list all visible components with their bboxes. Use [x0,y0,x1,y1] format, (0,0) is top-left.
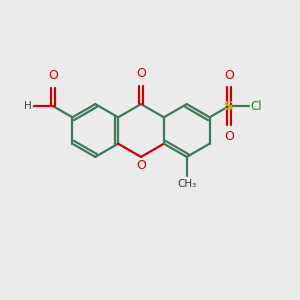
Text: O: O [136,67,146,80]
Text: O: O [48,69,58,82]
Text: O: O [224,130,234,143]
Text: H: H [24,101,32,111]
Text: S: S [224,100,234,112]
Text: CH₃: CH₃ [177,179,197,189]
Text: O: O [136,159,146,172]
Text: O: O [224,69,234,82]
Text: Cl: Cl [250,100,262,112]
